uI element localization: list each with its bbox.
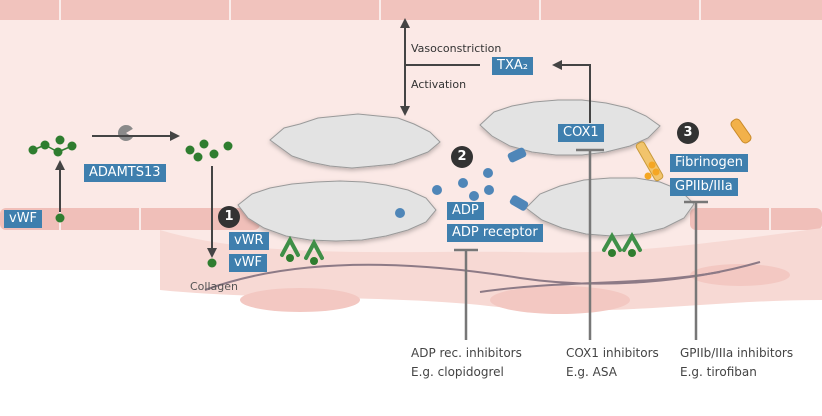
gp-receptor-icon [644, 161, 660, 180]
vwf-bound-label: vWF [229, 254, 268, 272]
inhibitor-name: COX1 inhibitors [566, 346, 659, 360]
inhibitor-example: E.g. tirofiban [680, 365, 757, 379]
gp-label: GPIIb/IIIa [670, 178, 738, 196]
cox1-inhibitor-caption: COX1 inhibitors E.g. ASA [566, 344, 659, 382]
vwr-label: vWR [229, 232, 269, 250]
endothelium-right [690, 208, 822, 230]
adp-label: ADP [447, 202, 484, 220]
adp-molecules [395, 168, 494, 218]
inhibitor-name: ADP rec. inhibitors [411, 346, 522, 360]
step-badge-3: 3 [677, 122, 699, 144]
platelet-bottom-left [237, 180, 437, 242]
collagen-label: Collagen [190, 280, 238, 293]
platelet-top-left [269, 113, 441, 169]
adp-receptor-label: ADP receptor [447, 224, 543, 242]
inhibitor-example: E.g. clopidogrel [411, 365, 504, 379]
fibrinogen-label: Fibrinogen [670, 154, 749, 172]
txa2-label: TXA₂ [492, 57, 533, 75]
vwf-receptor-icons [280, 231, 642, 260]
gp-inhibitor-caption: GPIIb/IIIa inhibitors E.g. tirofiban [680, 344, 793, 382]
vwf-fragments [55, 139, 233, 268]
top-vessel-wall [0, 0, 822, 20]
inhibitor-lines [454, 148, 708, 340]
inhibitor-example: E.g. ASA [566, 365, 617, 379]
vwf-label: vWF [4, 210, 43, 228]
adamts13-label: ADAMTS13 [84, 164, 166, 182]
endothelium-left [0, 208, 260, 230]
platelet-bottom-right [525, 177, 695, 237]
step-badge-1: 1 [218, 206, 240, 228]
inhibitor-name: GPIIb/IIIa inhibitors [680, 346, 794, 360]
arrow-cox1-txa2 [562, 64, 591, 123]
adp-inhibitor-caption: ADP rec. inhibitors E.g. clopidogrel [411, 344, 522, 382]
cox1-label: COX1 [558, 124, 604, 142]
vasoconstriction-label: Vasoconstriction [411, 42, 502, 55]
activation-label: Activation [411, 78, 467, 91]
step-badge-2: 2 [451, 146, 473, 168]
adp-receptor-icons [507, 147, 529, 211]
